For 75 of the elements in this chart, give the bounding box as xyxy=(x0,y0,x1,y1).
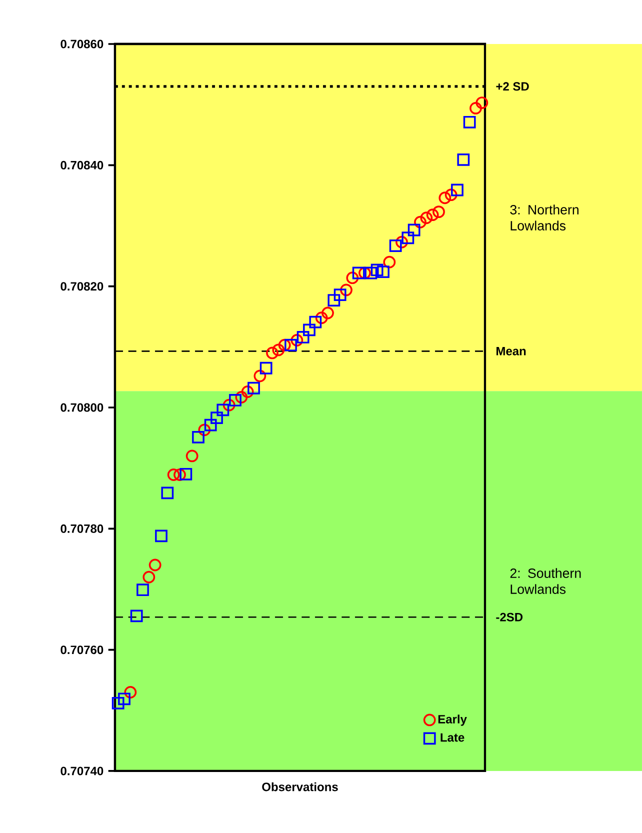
band-label: 2: Southern Lowlands xyxy=(510,568,581,594)
point xyxy=(118,692,130,706)
ref-line-label: Mean xyxy=(496,346,526,356)
point xyxy=(161,486,174,500)
point xyxy=(254,370,266,382)
point xyxy=(315,312,328,324)
point xyxy=(383,256,396,268)
point xyxy=(476,96,488,109)
ref-line-label: -2SD xyxy=(496,612,523,622)
point xyxy=(463,116,476,128)
point xyxy=(266,346,278,360)
point xyxy=(278,338,291,352)
point xyxy=(124,686,137,698)
x-axis-title: Observations xyxy=(262,782,338,792)
point xyxy=(396,236,408,248)
point xyxy=(204,418,217,432)
point xyxy=(229,394,242,406)
point xyxy=(248,382,260,394)
point xyxy=(402,232,414,244)
point xyxy=(470,102,482,114)
point xyxy=(210,412,223,424)
point xyxy=(408,224,420,236)
point xyxy=(414,216,426,228)
point xyxy=(260,362,272,374)
y-tick-label: 0.70780 xyxy=(60,524,104,533)
point xyxy=(358,266,371,280)
point xyxy=(309,316,322,328)
point xyxy=(222,398,236,412)
point xyxy=(142,570,156,584)
point xyxy=(334,288,346,302)
point xyxy=(136,584,149,596)
point xyxy=(364,266,378,280)
legend-label: Late xyxy=(440,733,464,742)
point xyxy=(155,530,168,542)
point xyxy=(174,468,186,481)
point xyxy=(235,391,248,404)
point xyxy=(346,272,359,284)
y-tick-label: 0.70740 xyxy=(60,766,104,776)
y-tick-label: 0.70800 xyxy=(60,403,104,412)
point xyxy=(198,424,211,436)
point xyxy=(451,184,464,196)
legend-label: Early xyxy=(438,714,467,726)
point xyxy=(352,266,365,280)
point xyxy=(241,386,254,398)
point xyxy=(180,468,192,480)
y-tick-label: 0.70860 xyxy=(60,40,104,48)
point xyxy=(284,338,297,352)
point xyxy=(272,344,285,356)
point xyxy=(420,212,433,224)
point xyxy=(290,334,304,346)
band-label: 3: Northern Lowlands xyxy=(510,204,578,230)
y-tick-label: 0.70840 xyxy=(60,160,104,170)
ref-line-label: +2 SD xyxy=(496,82,529,91)
point xyxy=(192,430,204,444)
point xyxy=(130,610,143,622)
point xyxy=(432,206,445,218)
y-tick-label: 0.70760 xyxy=(60,646,104,654)
point xyxy=(426,208,439,222)
point xyxy=(303,324,316,336)
point xyxy=(322,306,334,320)
point xyxy=(112,696,124,710)
point xyxy=(457,154,470,166)
point xyxy=(296,331,310,344)
point xyxy=(389,240,402,252)
point xyxy=(186,450,198,462)
point xyxy=(148,558,162,572)
point xyxy=(370,264,384,276)
point xyxy=(216,404,230,416)
point xyxy=(377,266,390,278)
point xyxy=(444,188,458,202)
point xyxy=(438,192,452,204)
point xyxy=(167,468,180,481)
point xyxy=(328,294,340,306)
point xyxy=(340,284,352,296)
y-tick-label: 0.70820 xyxy=(60,282,104,291)
